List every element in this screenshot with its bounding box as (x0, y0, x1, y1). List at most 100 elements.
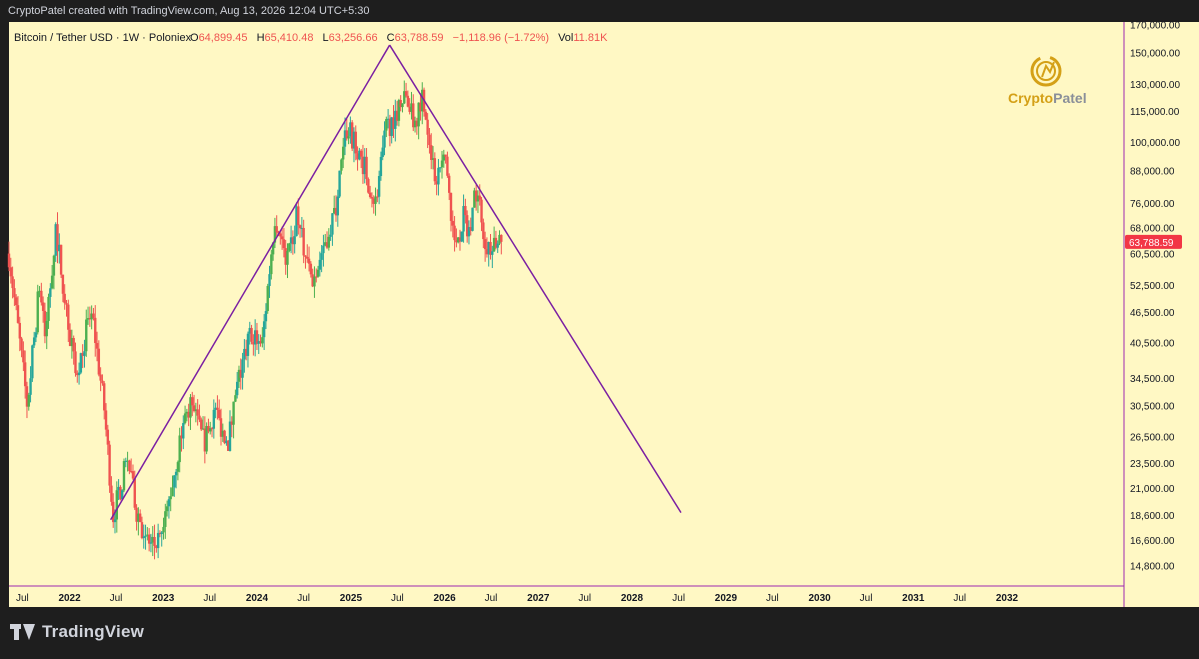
candle-96 (180, 426, 183, 452)
candle-8 (22, 341, 25, 372)
tradingview-logo[interactable]: TradingView (10, 622, 144, 642)
price-chart[interactable]: 170,000.00 150,000.00 130,000.00 115,000.00… (0, 0, 1199, 608)
candle-179 (329, 224, 332, 241)
time-tick-17: 2030 (808, 593, 831, 604)
candle-77 (146, 527, 149, 541)
candle-220 (403, 80, 406, 105)
candle-238 (435, 175, 438, 196)
candle-145 (268, 265, 271, 298)
candle-99 (185, 408, 189, 422)
time-tick-18: Jul (860, 593, 873, 604)
price-tick-5: 88,000.00 (1130, 167, 1175, 178)
candle-163 (300, 216, 304, 238)
candle-16 (36, 284, 39, 335)
candle-36 (72, 335, 75, 365)
close-value: 63,788.59 (395, 32, 444, 44)
candle-170 (313, 266, 316, 298)
candle-243 (444, 154, 447, 164)
candle-62 (119, 485, 122, 501)
candle-212 (388, 114, 392, 147)
candle-7 (20, 336, 23, 358)
time-tick-0: Jul (16, 593, 29, 604)
price-tick-12: 34,500.00 (1130, 374, 1175, 385)
candle-209 (383, 121, 386, 156)
candle-64 (122, 458, 126, 493)
candle-69 (131, 464, 135, 481)
candle-143 (264, 303, 268, 330)
candle-44 (86, 306, 90, 325)
candle-102 (191, 391, 194, 417)
candle-92 (173, 475, 176, 497)
candle-79 (149, 533, 153, 553)
candle-245 (447, 173, 451, 201)
candle-97 (182, 415, 185, 450)
cryptopatel-watermark: CryptoPatel (1008, 55, 1087, 106)
candle-244 (446, 151, 449, 178)
time-tick-16: Jul (766, 593, 779, 604)
candle-272 (496, 240, 499, 254)
candle-26 (54, 222, 57, 262)
time-tick-15: 2029 (715, 593, 738, 604)
candle-57 (110, 476, 113, 506)
candle-202 (370, 192, 374, 208)
candle-239 (437, 158, 440, 196)
candle-91 (171, 475, 174, 497)
candle-73 (138, 509, 142, 523)
candle-28 (58, 233, 61, 264)
change-value: −1,118.96 (−1.72%) (453, 32, 549, 44)
candle-266 (485, 237, 489, 258)
candle-124 (230, 416, 233, 438)
candle-5 (16, 296, 20, 324)
candle-256 (467, 220, 471, 245)
candle-215 (394, 99, 397, 142)
candle-216 (395, 101, 399, 126)
candle-84 (158, 530, 162, 538)
candle-75 (142, 524, 145, 549)
candle-11 (27, 392, 30, 411)
candle-193 (354, 125, 357, 161)
time-tick-10: Jul (485, 593, 498, 604)
candle-142 (262, 314, 266, 351)
time-tick-20: Jul (953, 593, 966, 604)
time-tick-8: Jul (391, 593, 404, 604)
candle-105 (196, 399, 199, 426)
price-tick-4: 100,000.00 (1130, 138, 1180, 149)
candle-131 (243, 339, 246, 373)
time-tick-19: 2031 (902, 593, 925, 604)
candle-185 (340, 158, 343, 175)
time-axis[interactable]: Jul 2022 Jul 2023 Jul 2024 Jul 2025 Jul 2026 Jul 20… (16, 593, 1019, 604)
candle-149 (275, 215, 278, 237)
candle-235 (430, 133, 433, 170)
candle-196 (359, 148, 363, 169)
legend-symbol: Bitcoin / Tether USD · 1W · Poloniex (14, 32, 192, 44)
candle-86 (162, 517, 165, 540)
candle-174 (320, 245, 323, 273)
candle-13 (31, 344, 34, 382)
candle-114 (212, 399, 216, 439)
price-axis[interactable]: 170,000.00 150,000.00 130,000.00 115,000.00… (1130, 21, 1180, 573)
candle-205 (376, 189, 379, 203)
candle-237 (433, 152, 437, 185)
candle-171 (315, 268, 318, 283)
candle-83 (156, 523, 160, 559)
candle-122 (227, 439, 230, 451)
candle-60 (115, 481, 119, 533)
candlestick-series (7, 80, 503, 560)
candle-23 (49, 283, 52, 308)
candle-125 (232, 401, 235, 439)
candle-246 (449, 192, 453, 232)
candle-242 (442, 149, 446, 168)
price-tick-10: 46,500.00 (1130, 308, 1175, 319)
candle-230 (421, 82, 424, 125)
candle-32 (65, 300, 68, 317)
candle-106 (198, 404, 201, 423)
candle-107 (200, 417, 203, 432)
candle-208 (381, 135, 384, 161)
candle-233 (426, 113, 429, 149)
candle-263 (480, 196, 483, 232)
candle-35 (70, 329, 74, 359)
candle-226 (413, 116, 417, 133)
candle-67 (128, 459, 131, 475)
candle-253 (462, 194, 465, 243)
time-tick-7: 2025 (340, 593, 363, 604)
